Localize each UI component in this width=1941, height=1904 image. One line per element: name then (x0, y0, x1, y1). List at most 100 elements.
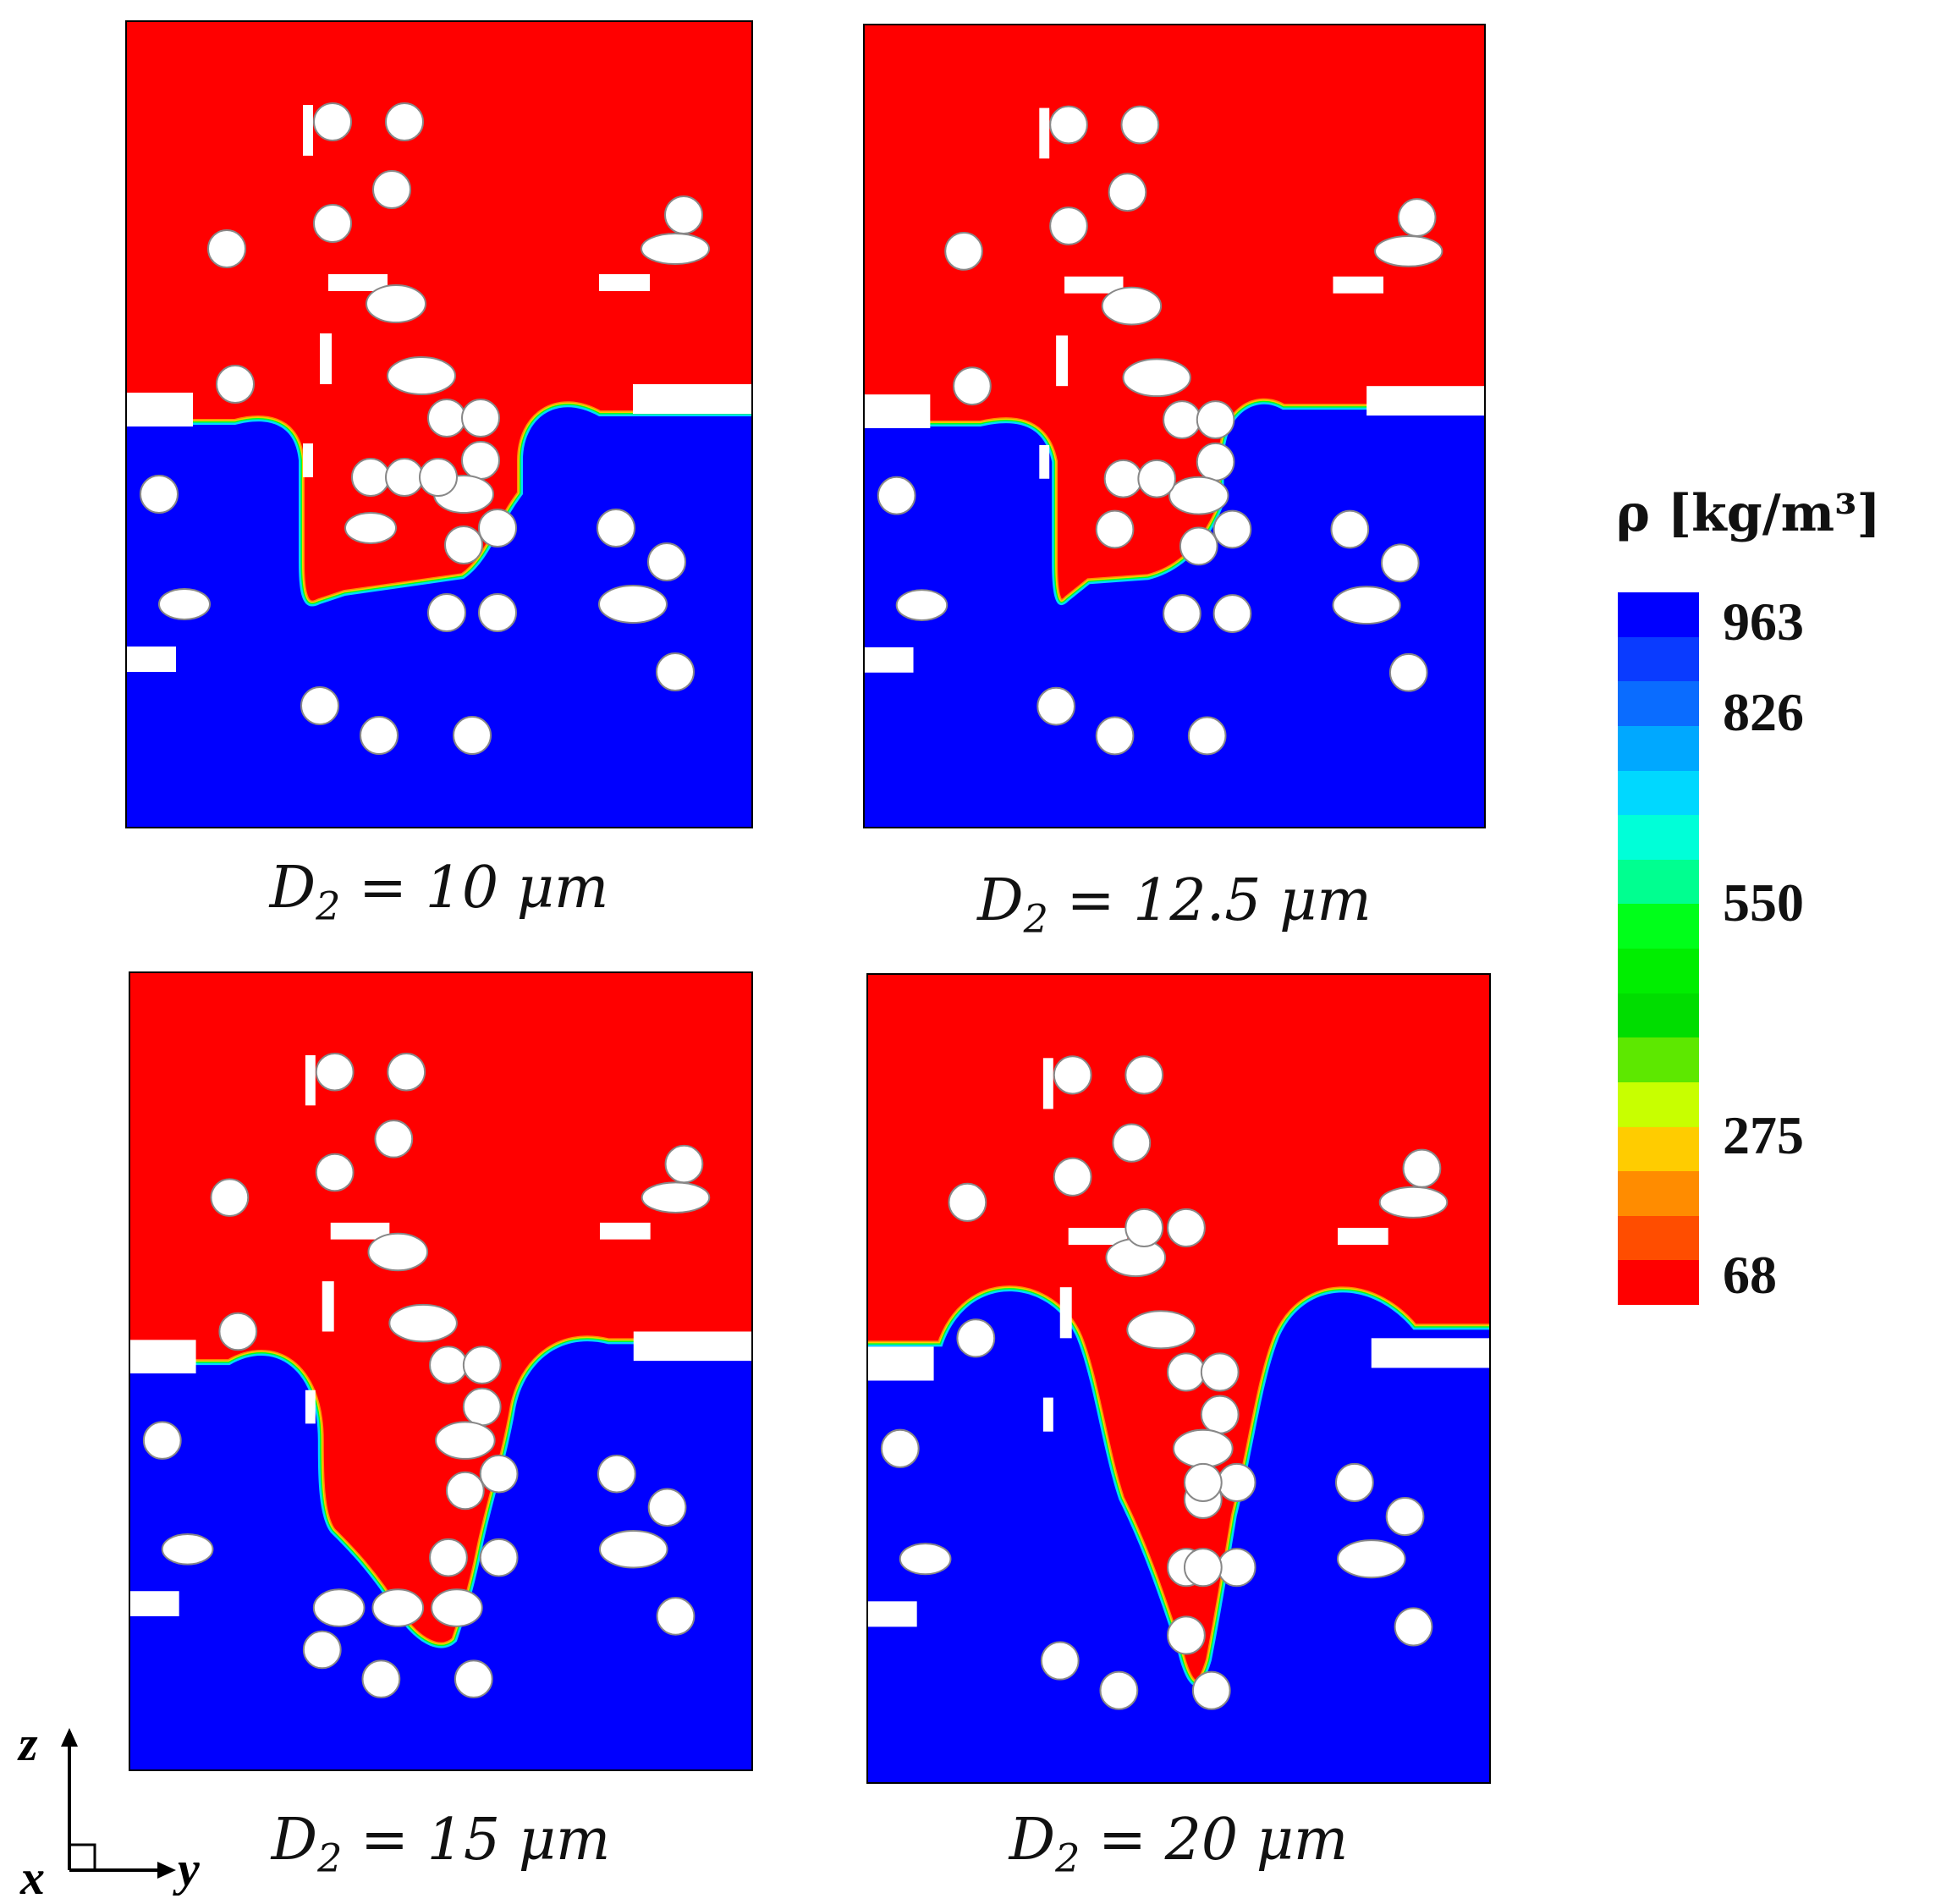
solid-particle (863, 647, 914, 673)
colorbar-title: ρ [kg/m³] (1616, 484, 1881, 543)
solid-particle (435, 1421, 496, 1460)
liquid-region (129, 1341, 753, 1771)
solid-particle (656, 652, 695, 691)
solid-particle (1126, 1310, 1196, 1350)
solid-particle (1053, 1055, 1092, 1095)
solid-particle (1101, 286, 1163, 326)
solid-particle (598, 1530, 668, 1569)
solid-particle (1167, 1615, 1206, 1655)
solid-particle (387, 1052, 426, 1092)
solid-particle (1059, 1287, 1072, 1339)
colorbar (1618, 592, 1699, 1305)
solid-particle (1334, 1462, 1374, 1502)
solid-particle (1042, 1397, 1053, 1432)
solid-particle (1183, 1548, 1223, 1588)
solid-particle (1333, 276, 1383, 294)
colorbar-band (1618, 949, 1699, 993)
panel-d2-12-5 (863, 24, 1486, 828)
solid-particle (944, 231, 983, 271)
solid-particle (1337, 1227, 1388, 1246)
solid-particle (1179, 526, 1218, 566)
solid-particle (302, 1630, 342, 1670)
solid-particle (1191, 1670, 1231, 1710)
density-field-d2-12-5 (863, 24, 1486, 828)
solid-particle (633, 1331, 753, 1362)
solid-particle (478, 593, 517, 632)
solid-particle (1167, 1208, 1206, 1248)
solid-particle (1402, 1148, 1442, 1188)
solid-particle (387, 356, 456, 395)
solid-particle (895, 589, 949, 622)
solid-particle (1332, 586, 1401, 625)
solid-particle (313, 102, 352, 141)
solid-particle (129, 1591, 179, 1616)
solid-particle (1099, 1670, 1139, 1710)
solid-particle (140, 475, 179, 514)
solid-particle (1036, 686, 1075, 726)
solid-particle (454, 1659, 493, 1698)
solid-particle (1196, 442, 1235, 482)
axis-label-y: y (173, 1841, 200, 1896)
colorbar-band (1618, 1081, 1699, 1127)
solid-particle (210, 1178, 250, 1217)
solid-particle (419, 458, 458, 497)
colorbar-band (1618, 681, 1699, 726)
solid-particle (1040, 1641, 1080, 1681)
solid-particle (1068, 1227, 1128, 1246)
solid-particle (453, 716, 492, 755)
solid-particle (656, 1597, 696, 1636)
solid-particle (1381, 543, 1420, 583)
solid-particle (647, 1488, 687, 1527)
colorbar-band (1618, 993, 1699, 1038)
solid-particle (371, 1588, 425, 1627)
solid-particle (597, 509, 635, 548)
solid-particle (863, 394, 931, 428)
solid-particle (1187, 716, 1227, 756)
solid-particle (303, 105, 313, 156)
solid-particle (461, 441, 500, 480)
solid-particle (429, 1538, 468, 1577)
liquid-region (866, 1291, 1491, 1784)
solid-particle (1095, 716, 1135, 756)
panel-d2-20 (866, 973, 1491, 1784)
solid-particle (1053, 1157, 1092, 1197)
solid-particle (1049, 105, 1088, 145)
solid-particle (385, 102, 424, 141)
solid-particle (315, 1052, 355, 1092)
solid-particle (361, 1659, 401, 1698)
solid-particle (462, 1387, 502, 1427)
solid-particle (1103, 459, 1143, 498)
solid-particle (207, 229, 246, 268)
solid-particle (158, 588, 211, 620)
solid-particle (300, 686, 339, 725)
solid-particle (641, 1181, 711, 1213)
colorbar-band (1618, 904, 1699, 949)
solid-particle (312, 1588, 366, 1627)
density-field-d2-20 (866, 973, 1491, 1784)
solid-particle (462, 1345, 502, 1384)
panel-frame (129, 971, 753, 1771)
solid-particle (1200, 1352, 1240, 1392)
solid-particle (372, 170, 411, 209)
axis-label-x: x (19, 1850, 45, 1896)
solid-particle (1388, 652, 1428, 692)
solid-particle (218, 1312, 258, 1351)
solid-particle (479, 1538, 519, 1577)
caption-d2-10: D2 = 10 μm (269, 855, 609, 929)
solid-particle (1394, 1607, 1433, 1647)
panel-d2-15 (129, 971, 753, 1771)
solid-particle (1122, 358, 1191, 398)
solid-particle (1212, 594, 1252, 633)
solid-particle (1385, 1496, 1425, 1537)
solid-particle (1049, 206, 1088, 245)
solid-particle (216, 365, 255, 404)
solid-particle (948, 1182, 987, 1222)
solid-particle (1120, 105, 1160, 145)
solid-particle (956, 1318, 996, 1358)
solid-particle (305, 1054, 316, 1106)
colorbar-band (1618, 725, 1699, 771)
solid-particle (478, 509, 517, 548)
solid-particle (388, 1303, 458, 1343)
caption-d2-20: D2 = 20 μm (1009, 1807, 1349, 1881)
colorbar-band (1618, 1037, 1699, 1082)
